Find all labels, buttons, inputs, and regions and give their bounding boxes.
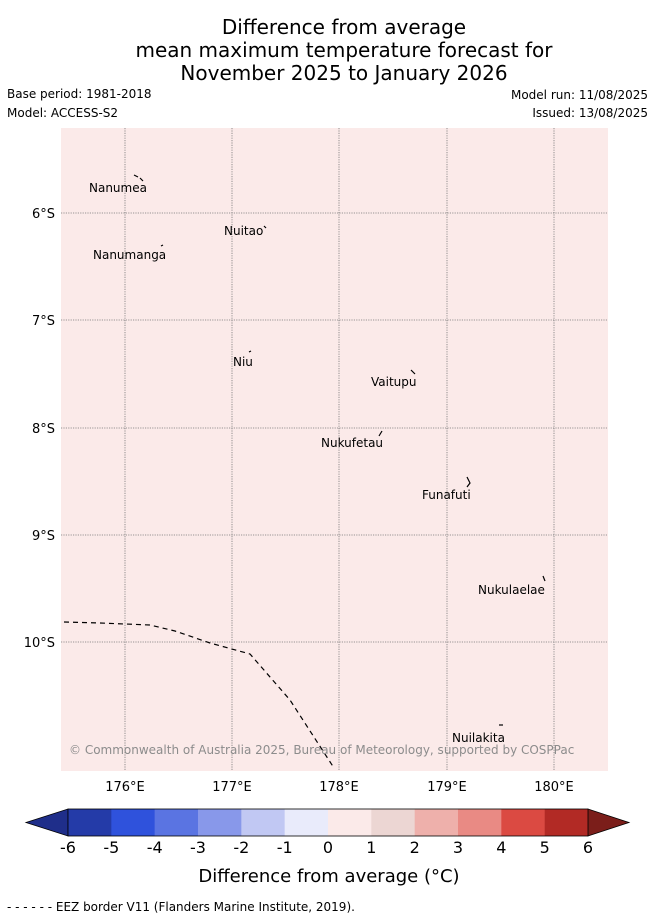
island-shape-niu (248, 350, 252, 353)
model-run-text: Model run: 11/08/2025 (510, 88, 648, 102)
colorbar-tick-label: -1 (277, 838, 293, 857)
colorbar-tick-label: 6 (583, 838, 593, 857)
colorbar-tick-label: 1 (366, 838, 376, 857)
colorbar-segment (414, 809, 459, 836)
lon-label-176e: 176°E (105, 780, 145, 795)
colorbar-segment (458, 809, 502, 836)
island-label-nuilakita: Nuilakita (452, 731, 505, 745)
colorbar-tick-label: 2 (410, 838, 420, 857)
island-shape-nanumanga (160, 244, 164, 247)
island-shape-nanumea (133, 174, 144, 182)
gridlines (61, 128, 608, 771)
chart-title: Difference from average mean maximum tem… (0, 16, 655, 85)
issued-text: Issued: 13/08/2025 (532, 106, 648, 120)
colorbar-tick-label: 4 (496, 838, 506, 857)
colorbar-segment (154, 809, 199, 836)
colorbar-segment (284, 809, 329, 836)
island-shape-nukufetau (378, 430, 383, 437)
title-line-2: mean maximum temperature forecast for (135, 38, 553, 62)
colorbar-tick-label: 5 (540, 838, 550, 857)
colorbar-segment (241, 809, 285, 836)
island-label-nanumanga: Nanumanga (93, 248, 166, 262)
colorbar-segment (501, 809, 545, 836)
lat-label-10s: 10°S (24, 636, 55, 651)
colorbar: -6 -5 -4 -3 -2 -1 0 1 2 3 4 5 6 (24, 808, 631, 857)
island-shape-vaitupu (410, 369, 416, 375)
eez-legend-text: - - - - - - EEZ border V11 (Flanders Mar… (7, 900, 355, 914)
lon-label-180e: 180°E (534, 780, 574, 795)
island-label-vaitupu: Vaitupu (371, 375, 417, 389)
base-period-text: Base period: 1981-2018 (7, 87, 152, 101)
lon-label-177e: 177°E (212, 780, 252, 795)
colorbar-label: Difference from average (°C) (198, 866, 459, 887)
colorbar-tick-label: 0 (323, 838, 333, 857)
island-label-nuitao: Nuitao (224, 224, 263, 238)
colorbar-tick-label: -3 (190, 838, 206, 857)
lat-label-8s: 8°S (32, 422, 55, 437)
colorbar-segment (111, 809, 155, 836)
island-label-funafuti: Funafuti (422, 488, 471, 502)
title-line-1: Difference from average (221, 15, 467, 39)
island-shape-funafuti (466, 476, 471, 488)
colorbar-outline (67, 808, 589, 837)
lon-label-179e: 179°E (427, 780, 467, 795)
island-shape-nukulaelae (542, 575, 546, 582)
colorbar-segment (544, 809, 589, 836)
colorbar-tick-label: 3 (453, 838, 463, 857)
title-line-3: November 2025 to January 2026 (180, 61, 508, 85)
lat-labels: 6°S 7°S 8°S 9°S 10°S (24, 207, 55, 651)
colorbar-segments (68, 809, 589, 836)
island-label-nukulaelae: Nukulaelae (478, 583, 545, 597)
colorbar-segment (371, 809, 415, 836)
island-shape-nuitao (263, 225, 267, 229)
lon-labels: 176°E 177°E 178°E 179°E 180°E (105, 780, 574, 795)
colorbar-tick-label: -4 (147, 838, 163, 857)
island-outlines (133, 174, 546, 726)
map-panel (61, 128, 608, 771)
colorbar-high-extend (587, 808, 631, 837)
colorbar-tick-labels: -6 -5 -4 -3 -2 -1 0 1 2 3 4 5 6 (60, 838, 593, 857)
colorbar-segment (328, 809, 372, 836)
colorbar-tick-label: -5 (103, 838, 119, 857)
copyright-text: © Commonwealth of Australia 2025, Bureau… (69, 743, 574, 757)
lon-label-178e: 178°E (319, 780, 359, 795)
island-label-nanumea: Nanumea (89, 181, 147, 195)
island-label-nukufetau: Nukufetau (321, 436, 383, 450)
model-text: Model: ACCESS-S2 (7, 106, 119, 120)
lat-label-6s: 6°S (32, 207, 55, 222)
island-label-niu: Niu (233, 355, 253, 369)
lat-label-9s: 9°S (32, 529, 55, 544)
colorbar-tick-label: -2 (233, 838, 249, 857)
colorbar-tick-label: -6 (60, 838, 76, 857)
colorbar-low-extend (24, 808, 69, 837)
colorbar-segment (198, 809, 242, 836)
island-labels: Nanumea Nuitao Nanumanga Niu Vaitupu Nuk… (89, 181, 545, 745)
eez-border (63, 621, 335, 769)
lat-label-7s: 7°S (32, 314, 55, 329)
colorbar-segment (68, 809, 112, 836)
